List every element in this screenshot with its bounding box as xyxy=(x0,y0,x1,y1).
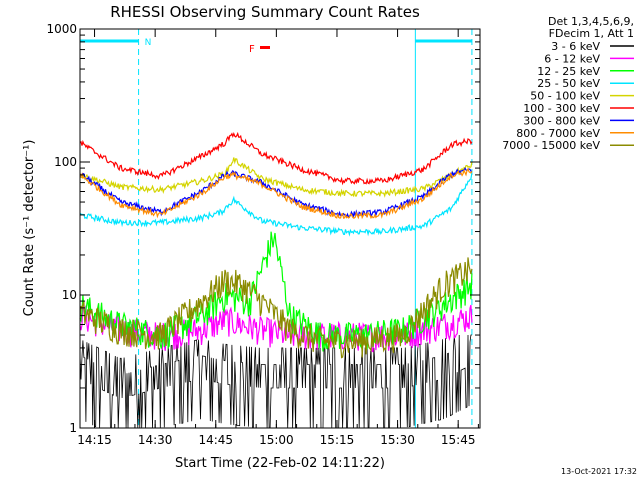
x-tick-label: 14:45 xyxy=(198,433,233,447)
series-line-800-7000-kev xyxy=(79,167,473,220)
y-tick-label: 100 xyxy=(54,155,77,169)
legend-entry-label: 800 - 7000 keV xyxy=(516,127,600,140)
x-axis: 14:15 14:30 14:45 15:00 15:15 15:30 15:45 xyxy=(77,29,479,447)
series-line-50-100-kev xyxy=(79,157,473,198)
y-tick-label: 1 xyxy=(69,421,77,435)
x-tick-label: 14:15 xyxy=(77,433,112,447)
legend-header: Det 1,3,4,5,6,9, xyxy=(548,15,634,28)
footer-timestamp: 13-Oct-2021 17:32 xyxy=(561,467,637,476)
y-tick-label: 1000 xyxy=(46,22,77,36)
x-tick-label: 15:00 xyxy=(259,433,294,447)
series-line-100-300-kev xyxy=(79,131,473,186)
legend-entry-label: 12 - 25 keV xyxy=(537,65,600,78)
legend-entry-label: 100 - 300 keV xyxy=(523,102,600,115)
legend-entry-label: 300 - 800 keV xyxy=(523,114,600,127)
y-axis: 1 10 100 1000 xyxy=(46,22,480,435)
plot-frame xyxy=(79,28,481,429)
x-tick-label: 15:15 xyxy=(320,433,355,447)
x-tick-label: 15:30 xyxy=(380,433,415,447)
series-line-3-6-kev xyxy=(79,334,472,429)
legend-entry-label: 6 - 12 keV xyxy=(544,52,600,65)
legend-entry-label: 50 - 100 keV xyxy=(530,90,600,103)
y-axis-label: Count Rate (s⁻¹ detector⁻¹) xyxy=(22,140,37,317)
series-line-7000-15000-kev xyxy=(79,257,473,359)
x-tick-label: 15:45 xyxy=(441,433,476,447)
plot-area: NF xyxy=(79,29,473,429)
series-line-12-25-kev xyxy=(79,231,473,352)
flare-marker-bar xyxy=(260,46,270,49)
legend: Det 1,3,4,5,6,9,FDecim 1, Att 13 - 6 keV… xyxy=(502,15,634,152)
legend-header: FDecim 1, Att 1 xyxy=(549,27,634,40)
legend-entry-label: 25 - 50 keV xyxy=(537,77,600,90)
series-line-25-50-kev xyxy=(79,172,473,237)
x-tick-label: 14:30 xyxy=(138,433,173,447)
legend-entry-label: 3 - 6 keV xyxy=(551,40,600,53)
flare-marker-label: F xyxy=(249,44,255,55)
night-marker-label: N xyxy=(145,38,152,48)
legend-entry-label: 7000 - 15000 keV xyxy=(502,139,600,152)
y-tick-label: 10 xyxy=(62,288,77,302)
chart-title: RHESSI Observing Summary Count Rates xyxy=(110,3,420,21)
x-axis-label: Start Time (22-Feb-02 14:11:22) xyxy=(175,456,385,471)
